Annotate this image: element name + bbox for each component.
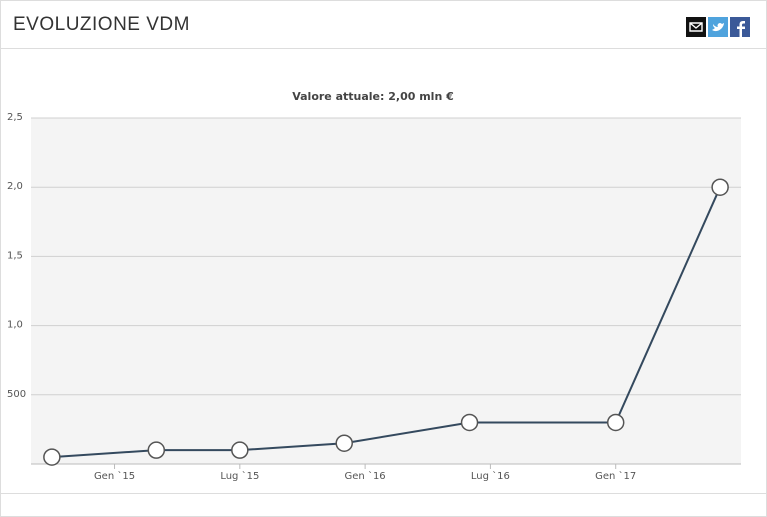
data-point <box>606 413 625 432</box>
data-point <box>335 434 353 452</box>
mail-icon[interactable] <box>686 17 706 37</box>
y-tick-label: 2,5 <box>7 112 23 123</box>
data-point <box>147 441 166 459</box>
data-point <box>711 178 729 196</box>
header: EVOLUZIONE VDM <box>1 1 766 49</box>
subtitle: Valore attuale: 2,00 mln € <box>292 90 454 103</box>
x-tick-label: Lug `16 <box>471 470 510 482</box>
footer <box>1 493 766 494</box>
title: EVOLUZIONE VDM <box>13 14 190 35</box>
y-tick-label: 500 <box>7 389 26 400</box>
data-point <box>231 441 249 459</box>
plot-area <box>31 118 741 464</box>
x-tick-label: Gen `15 <box>94 470 135 482</box>
x-tick-label: Gen `17 <box>595 470 636 482</box>
data-point <box>460 413 479 432</box>
x-tick-label: Lug `15 <box>220 470 259 482</box>
y-tick-label: 1,5 <box>7 250 23 261</box>
data-point <box>43 448 61 466</box>
y-tick-label: 2,0 <box>7 181 23 192</box>
chart: Valore attuale: 2,00 mln € 500 1,0 1,5 2,0 2… <box>7 90 741 482</box>
share-icons[interactable] <box>686 17 750 37</box>
y-tick-label: 1,0 <box>7 320 23 331</box>
x-tick-label: Gen `16 <box>345 470 386 482</box>
